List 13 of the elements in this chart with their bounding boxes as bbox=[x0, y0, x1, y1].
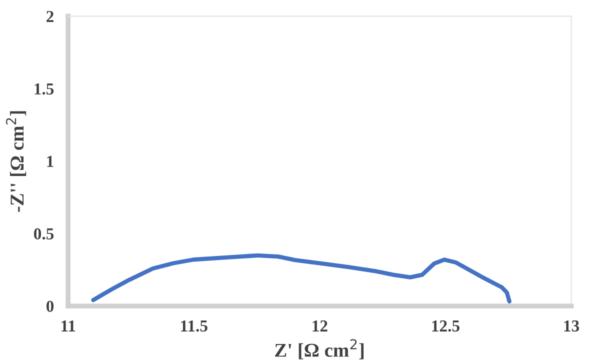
x-tick-label: 11.5 bbox=[181, 320, 208, 332]
y-tick-label: 0 bbox=[46, 300, 54, 312]
x-tick-label: 12 bbox=[312, 320, 328, 332]
y-tick-label: 0.5 bbox=[34, 228, 54, 240]
y-axis-title: -Z'' [Ω cm$^{2}$] bbox=[6, 111, 26, 212]
x-tick-label: 11 bbox=[62, 320, 76, 332]
x-axis-title: Z' [Ω cm$^{2}$] bbox=[275, 339, 364, 360]
y-tick-label: 1 bbox=[47, 156, 54, 167]
y-tick-label: 2 bbox=[46, 10, 54, 22]
x-tick-label: 13 bbox=[564, 320, 580, 332]
line-series bbox=[91, 253, 512, 304]
y-tick-label: 1.5 bbox=[34, 83, 54, 95]
x-tick-label: 12.5 bbox=[432, 320, 460, 332]
